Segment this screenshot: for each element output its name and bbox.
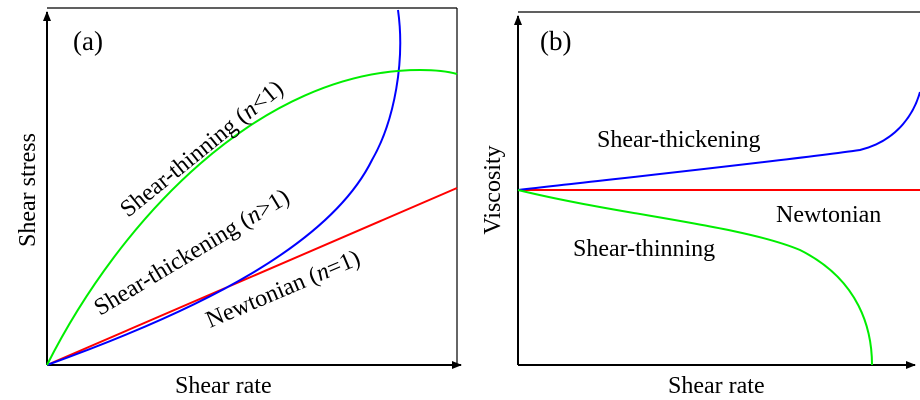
panel-b-series-shear-thickening (517, 91, 920, 191)
panel-a: (a) Shear rate Shear stress Newtonian (n… (15, 7, 462, 399)
panel-a-series-shear-thinning (46, 68, 458, 366)
panel-a-label: (a) (73, 26, 103, 56)
panel-b-series-label-shear-thickening: Shear-thickening (597, 127, 760, 153)
panel-b-series-label-shear-thinning: Shear-thinning (573, 236, 715, 262)
panel-a-newtonian-label-text: Newtonian ( (202, 263, 322, 334)
panel-b-x-label: Shear rate (668, 373, 765, 399)
panel-b-series-label-newtonian: Newtonian (776, 202, 881, 228)
panel-b-series-shear-thinning (517, 189, 873, 366)
panel-b-label: (b) (540, 26, 571, 56)
panel-a-x-label: Shear rate (175, 373, 272, 399)
panel-a-series-newtonian (46, 187, 458, 366)
panel-a-series-shear-thickening (46, 9, 402, 366)
panel-a-y-label: Shear stress (15, 133, 41, 247)
panel-a-thinning-label-text: Shear-thinning ( (115, 104, 253, 222)
panel-a-series-label-newtonian: Newtonian (n=1) (202, 245, 364, 333)
panel-b: (b) Shear rate Viscosity Shear-thickenin… (480, 11, 920, 399)
panel-b-y-label: Viscosity (480, 145, 506, 234)
